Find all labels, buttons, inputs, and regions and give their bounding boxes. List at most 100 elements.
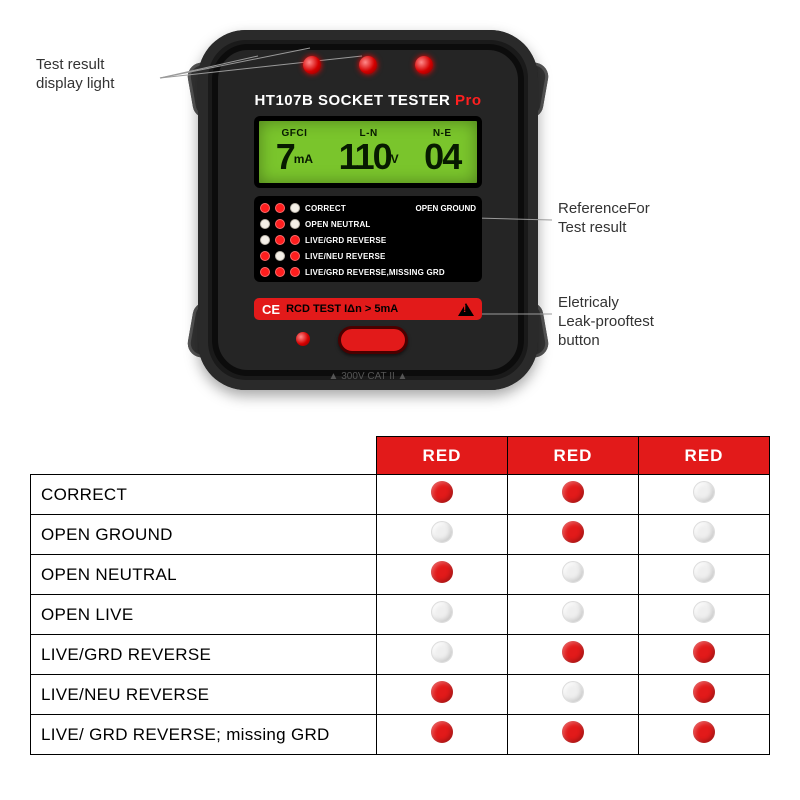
table-led-cell <box>508 715 639 755</box>
table-state-cell: LIVE/GRD REVERSE <box>31 635 377 675</box>
legend-dot-icon <box>290 251 300 261</box>
led-on-icon <box>431 681 453 703</box>
led-on-icon <box>693 641 715 663</box>
table-led-cell <box>377 475 508 515</box>
led-on-icon <box>431 561 453 583</box>
legend-dot-icon <box>290 235 300 245</box>
legend-dot-icon <box>275 203 285 213</box>
device-legend-row: OPEN NEUTRAL <box>260 216 476 232</box>
ce-mark-icon: CE <box>262 302 280 317</box>
lcd-gfci: GFCI 7mA <box>276 129 313 175</box>
leak-test-button[interactable] <box>338 326 408 354</box>
device-legend-row: LIVE/NEU REVERSE <box>260 248 476 264</box>
table-led-cell <box>377 595 508 635</box>
legend-dot-icon <box>275 267 285 277</box>
led-off-icon <box>431 521 453 543</box>
table-state-cell: CORRECT <box>31 475 377 515</box>
table-led-cell <box>639 675 770 715</box>
led-on-icon <box>562 521 584 543</box>
table-led-cell <box>377 555 508 595</box>
legend-text: CORRECT <box>305 204 346 213</box>
led-on-icon <box>693 681 715 703</box>
device-legend-row: LIVE/GRD REVERSE <box>260 232 476 248</box>
lcd-ln-unit: V <box>391 153 399 165</box>
socket-tester-device: HT107B SOCKET TESTER Pro GFCI 7mA L-N 11… <box>198 30 538 390</box>
table-led-cell <box>508 635 639 675</box>
led-off-icon <box>693 521 715 543</box>
table-led-cell <box>639 595 770 635</box>
led-off-icon <box>562 681 584 703</box>
led-on-icon <box>693 721 715 743</box>
legend-text-extra: OPEN GROUND <box>416 204 476 213</box>
lcd-ln: L-N 110V <box>339 129 399 175</box>
table-led-cell <box>377 635 508 675</box>
rcd-text: RCD TEST IΔn > 5mA <box>286 303 398 315</box>
lcd-display: GFCI 7mA L-N 110V N-E 04 <box>254 116 482 188</box>
cat-rating-text: 300V CAT II <box>341 371 395 382</box>
result-led-1 <box>303 56 321 74</box>
legend-text: LIVE/NEU REVERSE <box>305 252 386 261</box>
result-leds <box>198 56 538 74</box>
legend-text: LIVE/GRD REVERSE,MISSING GRD <box>305 268 445 277</box>
led-on-icon <box>431 481 453 503</box>
led-off-icon <box>693 601 715 623</box>
table-state-cell: OPEN GROUND <box>31 515 377 555</box>
callout-result-light: Test resultdisplay light <box>36 56 114 94</box>
table-header-red-1: RED <box>377 437 508 475</box>
device-title-mid: SOCKET TESTER <box>318 92 450 109</box>
device-legend-panel: CORRECT OPEN GROUND OPEN NEUTRAL LIVE/GRD R… <box>254 196 482 282</box>
table-header-red-2: RED <box>508 437 639 475</box>
table-row: LIVE/GRD REVERSE <box>31 635 770 675</box>
rcd-bar: CE RCD TEST IΔn > 5mA <box>254 298 482 320</box>
led-off-icon <box>693 481 715 503</box>
table-row: OPEN NEUTRAL <box>31 555 770 595</box>
legend-dot-icon <box>290 267 300 277</box>
legend-text: OPEN NEUTRAL <box>305 220 371 229</box>
table-state-cell: OPEN LIVE <box>31 595 377 635</box>
legend-dot-icon <box>260 219 270 229</box>
legend-dot-icon <box>275 219 285 229</box>
legend-text: LIVE/GRD REVERSE <box>305 236 386 245</box>
table-row: OPEN GROUND <box>31 515 770 555</box>
table-led-cell <box>508 595 639 635</box>
legend-dot-icon <box>260 235 270 245</box>
table-led-cell <box>508 555 639 595</box>
lcd-ne-value: 04 <box>424 136 460 177</box>
cat-rating-label: ▲ 300V CAT II ▲ <box>198 371 538 382</box>
lcd-gfci-unit: mA <box>294 153 313 165</box>
table-state-cell: LIVE/ GRD REVERSE; missing GRD <box>31 715 377 755</box>
legend-dot-icon <box>290 203 300 213</box>
led-on-icon <box>431 721 453 743</box>
legend-dot-icon <box>260 267 270 277</box>
table-row: OPEN LIVE <box>31 595 770 635</box>
led-on-icon <box>562 641 584 663</box>
led-off-icon <box>431 641 453 663</box>
table-led-cell <box>377 715 508 755</box>
warning-icon <box>458 303 474 316</box>
table-led-cell <box>639 635 770 675</box>
device-legend-row: CORRECT OPEN GROUND <box>260 200 476 216</box>
table-header-state <box>31 437 377 475</box>
table-led-cell <box>508 475 639 515</box>
table-led-cell <box>508 515 639 555</box>
legend-dot-icon <box>290 219 300 229</box>
result-led-3 <box>415 56 433 74</box>
table-led-cell <box>639 515 770 555</box>
table-led-cell <box>639 555 770 595</box>
lcd-ln-value: 110 <box>339 136 391 177</box>
table-led-cell <box>639 715 770 755</box>
table-led-cell <box>377 675 508 715</box>
legend-dot-icon <box>275 251 285 261</box>
led-on-icon <box>562 721 584 743</box>
legend-dot-icon <box>275 235 285 245</box>
table-state-cell: OPEN NEUTRAL <box>31 555 377 595</box>
table-led-cell <box>508 675 639 715</box>
lcd-ne: N-E 04 <box>424 129 460 175</box>
legend-dot-icon <box>260 251 270 261</box>
table-header-row: RED RED RED <box>31 437 770 475</box>
table-led-cell <box>377 515 508 555</box>
led-off-icon <box>562 601 584 623</box>
table-state-cell: LIVE/NEU REVERSE <box>31 675 377 715</box>
power-led <box>296 332 310 346</box>
table-header-red-3: RED <box>639 437 770 475</box>
